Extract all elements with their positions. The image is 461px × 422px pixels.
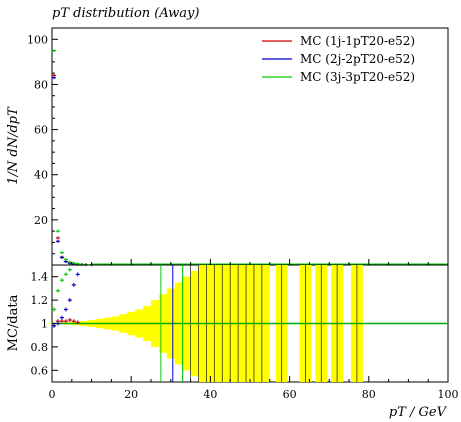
main-ytick-label: 100 <box>27 33 48 46</box>
chart-title: pT distribution (Away) <box>52 6 199 21</box>
xtick-label: 40 <box>203 388 217 401</box>
main-yticks: 20 40 60 80 100 <box>27 33 58 255</box>
xtick-label: 100 <box>438 388 459 401</box>
main-ytick-label: 40 <box>34 169 48 182</box>
ratio-ytick-label: 0.6 <box>31 364 49 377</box>
x-axis: 0 20 40 60 80 100 <box>49 259 459 401</box>
xtick-label: 20 <box>124 388 138 401</box>
ratio-yticks: 0.6 0.8 1 1.2 1.4 <box>31 271 58 377</box>
ratio-ylabel: MC/data <box>6 294 21 351</box>
xtick-label: 0 <box>49 388 56 401</box>
ratio-ytick-label: 1 <box>41 318 48 331</box>
main-ylabel: 1/N dN/dpT <box>6 106 21 185</box>
legend-label-1: MC (1j-1pT20-e52) <box>300 34 415 48</box>
legend-label-2: MC (2j-2pT20-e52) <box>300 52 415 66</box>
xtick-label: 60 <box>283 388 297 401</box>
ratio-series-marks <box>51 265 184 382</box>
main-ytick-label: 20 <box>34 214 48 227</box>
main-ytick-label: 60 <box>34 124 48 137</box>
ratio-ytick-label: 1.2 <box>31 294 49 307</box>
ratio-panel: 0.6 0.8 1 1.2 1.4 MC/data <box>6 264 449 383</box>
xtick-label: 80 <box>362 388 376 401</box>
ratio-uncertainty-band <box>48 265 448 382</box>
legend-label-3: MC (3j-3pT20-e52) <box>300 70 415 84</box>
x-axis-label: pT / GeV <box>389 405 448 420</box>
main-ytick-label: 80 <box>34 78 48 91</box>
ratio-ytick-label: 1.4 <box>31 271 49 284</box>
ratio-ytick-label: 0.8 <box>31 341 49 354</box>
legend: MC (1j-1pT20-e52) MC (2j-2pT20-e52) MC (3j… <box>262 34 415 84</box>
